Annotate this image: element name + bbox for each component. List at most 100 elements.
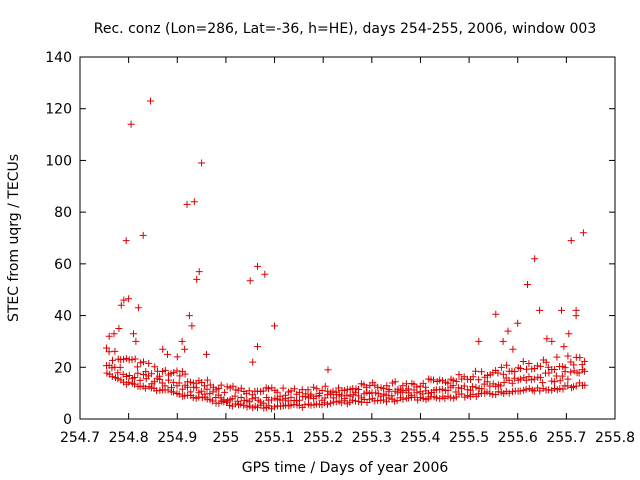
data-point [312, 392, 320, 400]
data-point [125, 295, 133, 303]
data-point [502, 387, 510, 395]
data-point [329, 387, 337, 395]
data-point [125, 378, 133, 386]
data-point [198, 159, 206, 167]
data-point [114, 375, 122, 383]
data-point [203, 376, 211, 384]
data-point [133, 363, 141, 371]
data-point [132, 337, 140, 345]
data-points [103, 97, 589, 413]
x-tick-label: 255 [213, 430, 240, 446]
data-point [494, 369, 502, 377]
x-tick-label: 254.7 [60, 430, 100, 446]
data-point [548, 337, 556, 345]
data-point [273, 388, 281, 396]
x-tick-label: 255.4 [400, 430, 440, 446]
data-point [530, 375, 538, 383]
data-point [173, 367, 181, 375]
data-point [313, 385, 321, 393]
y-axis: 0 20 40 60 80 100 120 140 [45, 50, 615, 428]
y-tick-label: 60 [54, 257, 72, 273]
data-point [173, 353, 181, 361]
data-point [349, 391, 357, 399]
data-point [505, 389, 513, 397]
data-point [467, 386, 474, 394]
data-point [134, 369, 142, 377]
data-point [556, 377, 564, 385]
data-point [539, 379, 547, 387]
data-point [579, 229, 587, 237]
data-point [254, 343, 261, 351]
data-point [147, 97, 154, 105]
data-point [158, 368, 166, 375]
data-point [478, 368, 486, 376]
data-point [237, 394, 245, 401]
data-point [324, 400, 331, 408]
data-point [383, 382, 391, 390]
data-point [131, 355, 139, 363]
data-point [511, 368, 519, 376]
data-point [127, 120, 135, 128]
y-tick-label: 20 [54, 360, 72, 376]
data-point [536, 362, 544, 370]
data-point [223, 383, 231, 391]
data-point [492, 310, 500, 318]
data-point [231, 392, 239, 400]
data-point [508, 379, 516, 387]
data-point [161, 382, 169, 390]
data-point [169, 378, 177, 386]
data-point [475, 390, 482, 398]
data-point [581, 367, 589, 375]
x-tick-label: 254.8 [109, 430, 149, 446]
data-point [151, 363, 159, 371]
data-point [393, 397, 401, 405]
data-point [536, 374, 544, 382]
x-tick-label: 255.6 [498, 430, 538, 446]
data-point [391, 378, 399, 386]
data-point [483, 378, 491, 386]
data-point [499, 370, 507, 378]
data-point [472, 367, 479, 375]
data-point [109, 356, 116, 364]
data-point [576, 354, 584, 362]
data-point [307, 390, 315, 398]
x-tick-label: 254.9 [157, 430, 197, 446]
data-point [438, 385, 446, 393]
x-tick-label: 255.5 [449, 430, 489, 446]
data-point [130, 330, 137, 338]
data-point [326, 399, 334, 407]
data-point [276, 392, 284, 400]
x-tick-label: 255.3 [352, 430, 392, 446]
data-point [260, 399, 268, 407]
data-point [150, 378, 158, 386]
data-point [103, 344, 110, 352]
data-point [190, 198, 198, 206]
x-axis: 254.7 254.8 254.9 255 255.1 255.2 255.3 255.4 25… [60, 57, 635, 446]
y-tick-label: 80 [54, 205, 72, 221]
data-point [548, 377, 556, 385]
data-point [511, 374, 519, 382]
data-point [581, 357, 589, 365]
data-point [161, 366, 169, 374]
chart-title: Rec. conz (Lon=286, Lat=-36, h=HE), days… [94, 21, 596, 37]
data-point [565, 330, 573, 338]
y-tick-label: 0 [63, 412, 72, 428]
data-point [296, 396, 303, 404]
data-point [168, 384, 175, 392]
data-point [281, 391, 289, 399]
data-point [170, 388, 177, 396]
data-point [187, 388, 195, 396]
data-point [268, 396, 275, 404]
data-point [514, 319, 522, 327]
data-point [525, 385, 533, 393]
data-point [245, 398, 253, 406]
y-axis-label: STEC from uqrg / TECUs [6, 154, 22, 322]
data-point [164, 350, 171, 358]
data-point [183, 200, 191, 208]
data-point [193, 275, 201, 283]
data-point [131, 374, 139, 381]
data-point [159, 345, 167, 353]
data-point [472, 383, 480, 391]
data-point [341, 395, 349, 403]
x-axis-label: GPS time / Days of year 2006 [242, 460, 449, 476]
